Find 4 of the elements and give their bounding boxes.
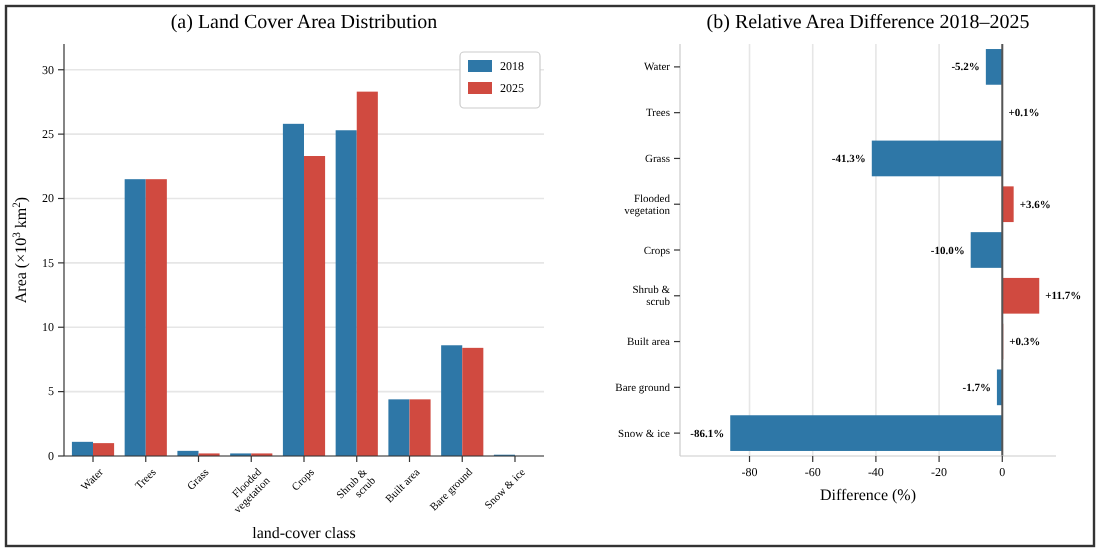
chart-title: (b) Relative Area Difference 2018–2025 bbox=[706, 12, 1030, 34]
x-axis-title: land-cover class bbox=[252, 524, 356, 542]
x-axis-title: Difference (%) bbox=[819, 486, 917, 504]
chart-title: (a) Land Cover Area Distribution bbox=[170, 12, 438, 34]
